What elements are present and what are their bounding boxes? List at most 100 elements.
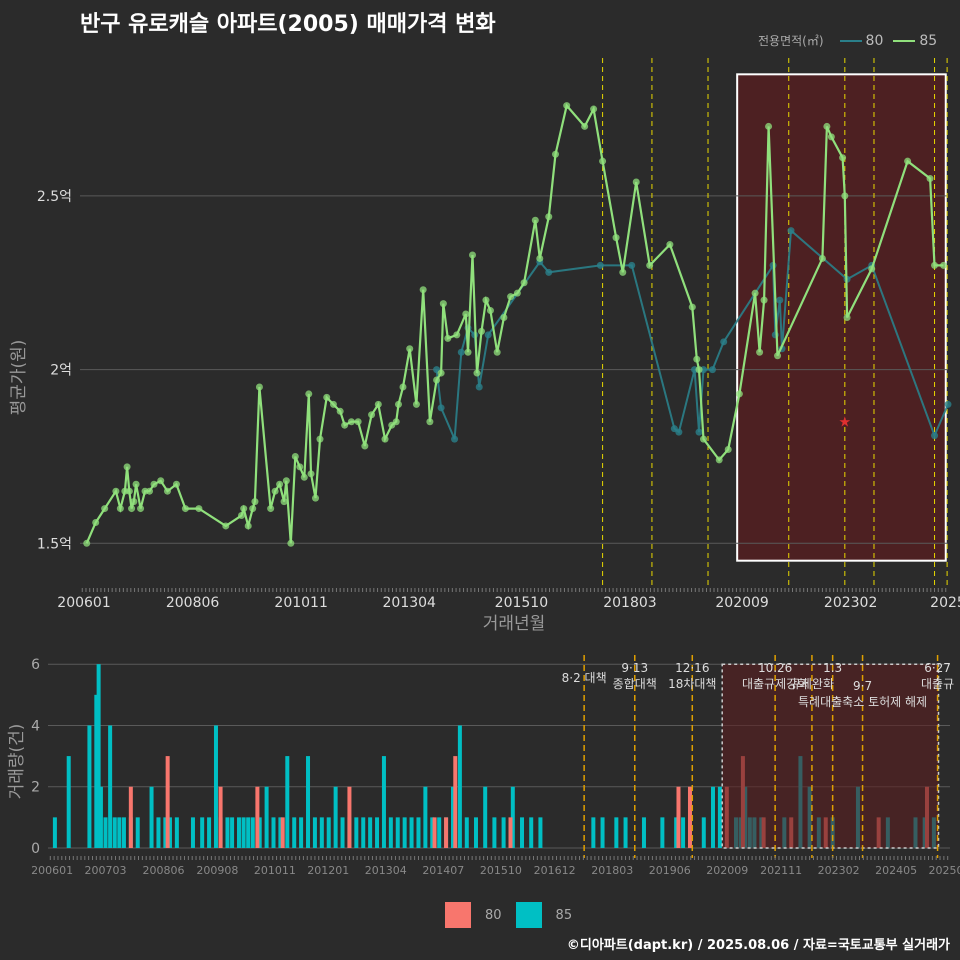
point-85 <box>125 487 133 495</box>
point-85 <box>486 307 494 315</box>
point-85 <box>715 456 723 464</box>
bar-85 <box>710 786 715 848</box>
y-tick-label: 2.5억 <box>37 189 72 205</box>
point-85 <box>868 265 876 273</box>
point-85 <box>112 487 120 495</box>
point-85 <box>500 314 508 321</box>
vol-x-tick-label: 202111 <box>760 864 802 877</box>
point-85 <box>116 505 124 513</box>
bar-85 <box>623 817 628 848</box>
bar-85 <box>98 786 103 848</box>
point-85 <box>632 178 640 186</box>
point-85 <box>700 435 708 443</box>
bar-85 <box>264 786 269 848</box>
point-80 <box>787 227 795 235</box>
bar-85 <box>52 817 57 848</box>
point-85 <box>756 348 764 356</box>
chart-title: 반구 유로캐슬 아파트(2005) 매매가격 변화 <box>80 12 496 37</box>
bar-85 <box>225 817 230 848</box>
vol-x-tick-label: 201510 <box>480 864 522 877</box>
point-80 <box>708 366 716 374</box>
point-80 <box>545 268 553 276</box>
point-85 <box>841 192 849 200</box>
point-80 <box>720 338 728 346</box>
point-85 <box>276 480 284 488</box>
vol-y-tick-label: 4 <box>31 718 40 734</box>
bar-85 <box>257 817 262 848</box>
bar-85 <box>292 817 297 848</box>
point-85 <box>237 512 245 520</box>
point-85 <box>760 296 768 304</box>
bar-85 <box>473 817 478 848</box>
point-85 <box>536 254 544 262</box>
bar-85 <box>319 817 324 848</box>
point-85 <box>244 522 252 530</box>
bar-85 <box>450 786 455 848</box>
bar-85 <box>538 817 543 848</box>
x-tick-label: 202302 <box>824 595 877 611</box>
point-85 <box>839 154 847 162</box>
policy-text: 대출규 <box>921 677 954 691</box>
bar-85 <box>660 817 665 848</box>
point-85 <box>464 348 472 356</box>
point-85 <box>477 327 485 335</box>
bar-85 <box>246 817 251 848</box>
point-85 <box>774 352 782 360</box>
bar-85 <box>103 817 108 848</box>
point-85 <box>128 505 136 513</box>
bar-85 <box>340 817 345 848</box>
bar-85 <box>241 817 246 848</box>
point-85 <box>695 366 703 374</box>
bar-85 <box>230 817 235 848</box>
bar-85 <box>457 725 462 848</box>
point-85 <box>513 289 521 297</box>
legend-title: 전용면적(㎡) <box>758 34 824 48</box>
point-85 <box>399 383 407 391</box>
bar-85 <box>213 725 218 848</box>
point-85 <box>249 505 257 513</box>
point-85 <box>137 505 145 513</box>
point-85 <box>904 157 912 165</box>
legend-bottom: 80 85 <box>445 902 586 928</box>
bar-85 <box>112 817 117 848</box>
point-85 <box>520 279 528 287</box>
point-85 <box>195 505 203 513</box>
bar-85 <box>430 817 435 848</box>
point-85 <box>412 400 420 408</box>
y-axis-title: 평균가(원) <box>9 340 29 416</box>
vol-x-tick-label: 202302 <box>818 864 860 877</box>
x-tick-label: 2025 <box>930 595 960 611</box>
point-85 <box>368 411 376 419</box>
point-85 <box>646 261 654 269</box>
vol-x-tick-label: 201201 <box>307 864 349 877</box>
bar-85 <box>326 817 331 848</box>
bar-80 <box>676 786 681 848</box>
bar-85 <box>368 817 373 848</box>
point-85 <box>157 477 165 485</box>
policy-date: 12·16 <box>675 661 709 675</box>
point-85 <box>181 505 189 513</box>
point-85 <box>329 400 337 408</box>
x-axis-title: 거래년월 <box>483 614 546 634</box>
bar-85 <box>312 817 317 848</box>
policy-text: 18차대책 <box>668 676 716 691</box>
point-85 <box>469 251 477 259</box>
point-85 <box>296 463 304 471</box>
bar-85 <box>87 725 92 848</box>
point-85 <box>240 505 248 513</box>
point-85 <box>843 314 851 321</box>
x-tick-label: 201011 <box>274 595 327 611</box>
bar-80 <box>453 756 458 848</box>
point-80 <box>596 261 604 269</box>
legend-top: 전용면적(㎡) 80 85 <box>758 32 941 49</box>
bar-85 <box>250 817 255 848</box>
bar-85 <box>236 817 241 848</box>
point-85 <box>150 480 158 488</box>
bar-85 <box>271 817 276 848</box>
bar-80 <box>432 817 437 848</box>
point-80 <box>457 348 465 356</box>
point-85 <box>381 435 389 443</box>
point-85 <box>823 122 831 130</box>
bar-85 <box>395 817 400 848</box>
